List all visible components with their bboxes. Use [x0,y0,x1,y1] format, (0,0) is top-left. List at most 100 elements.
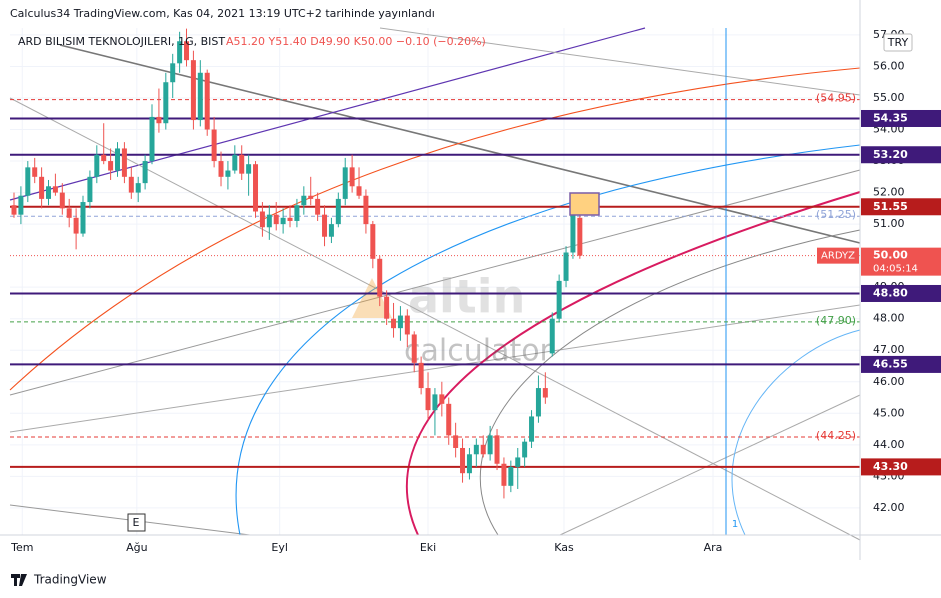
x-tick-label: Kas [554,541,574,554]
candle-body [177,41,183,64]
candle-body [18,195,24,215]
level-label-box [861,109,941,127]
candle-body [328,224,334,237]
candle-body [66,208,72,218]
candle-body [211,129,217,162]
candle-body [349,167,355,187]
candle-body [515,457,521,467]
candle-body [287,217,293,221]
candle-body [356,186,362,196]
candle-body [190,60,196,121]
candle-body [163,82,169,124]
candle-body [39,176,45,199]
watermark: altin calculator [352,270,553,369]
candle-body [108,161,114,171]
event-marker: E [133,516,140,529]
levels: (54.95) (51.25) (47.90) (44.25) [10,92,860,468]
candle-body [184,41,190,61]
candle-body [32,167,38,177]
candle-body [266,214,272,228]
level-label-box [861,146,941,164]
x-tick-label: Eyl [271,541,288,554]
candle-body [121,148,127,177]
chart-title: ARD BILISIM TEKNOLOJILERI, 1G, BIST [18,35,225,48]
candle-body [25,167,31,196]
candle-body [308,195,314,199]
countdown: 04:05:14 [873,264,918,275]
watermark-text: calculator [404,334,553,369]
candle-body [115,148,121,171]
level-label: 46.55 [873,357,908,370]
candle-body [453,435,459,448]
candle-body [473,444,479,455]
candle-body [52,186,58,193]
candle-body [301,195,307,206]
y-tick-label: 51.00 [873,217,905,230]
candle-body [480,444,486,455]
candle-body [466,454,472,474]
candle-body [460,447,466,474]
currency: TRY [887,36,909,49]
level-label: 53.20 [873,148,908,161]
dashed-level-label: (54.95) [816,92,856,105]
candle-body [142,161,148,184]
y-tick-label: 55.00 [873,91,905,104]
candle-body [73,217,79,234]
candle-body [384,296,390,319]
candle-body [391,318,397,329]
candle-body [101,154,107,162]
level-label-box [861,198,941,216]
candle-body [232,154,238,171]
candle-body [315,198,321,215]
candle-body [335,198,341,225]
trend-line [559,394,861,536]
level-label-box [861,458,941,476]
curve [479,229,861,536]
dashed-level-label: (47.90) [816,314,856,327]
candle-body [535,388,541,417]
last-price-label: 50.00 [873,249,908,262]
level-label: 51.55 [873,200,908,213]
candle-body [404,315,410,335]
candle-body [432,394,438,411]
symbol-label: ARDYZ [821,251,855,262]
candle-body [508,466,514,486]
currency-box [883,33,913,52]
curve [731,329,861,536]
candle-body [377,258,383,297]
last-price-box [861,247,941,276]
candle-body [446,403,452,436]
candle-body [556,280,562,319]
candle-body [246,164,252,174]
candle-body [197,72,203,121]
x-tick-label: Ağu [126,541,147,554]
y-tick-label: 45.00 [873,406,905,419]
y-tick-label: 44.00 [873,438,905,451]
curve [405,191,861,536]
event-box [127,513,146,532]
candle-body [239,154,245,174]
candle-body [11,205,17,215]
level-label: 54.35 [873,111,908,124]
candle-body [542,388,548,398]
bar-marker: 1 [732,519,738,530]
candle-body [570,214,576,253]
x-tick-label: Tem [10,541,33,554]
candle-body [425,388,431,411]
brand: TradingView [33,573,107,587]
price-labels: 54.35 53.20 51.55 48.80 46.55 43.30 ARDYZ 50.00… [817,109,941,476]
brand-logo [11,574,27,586]
ohlc-text: A51.20 Y51.40 D49.90 K50.00 −0.10 (−0.20… [226,35,486,48]
candle-body [439,394,445,404]
candle-body [253,164,259,212]
candle-body [549,318,555,354]
y-tick-label: 46.00 [873,375,905,388]
dashed-level-label: (51.25) [816,208,856,221]
y-tick-label: 52.00 [873,186,905,199]
candle-body [128,176,134,193]
symbol-box [817,247,859,264]
candle-body [522,441,528,458]
curve [235,144,861,536]
candle-body [577,217,583,256]
level-label: 43.30 [873,460,908,473]
